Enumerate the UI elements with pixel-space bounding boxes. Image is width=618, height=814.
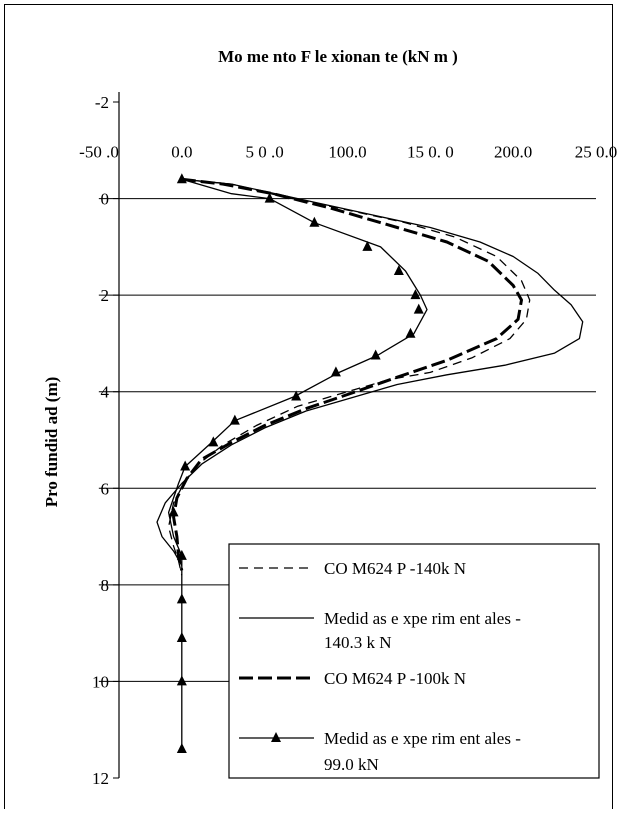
legend: CO M624 P -140k N Medid as e xpe rim ent … bbox=[228, 543, 600, 779]
y-axis-label: Pro fundid ad (m) bbox=[42, 377, 61, 508]
triangle-marker bbox=[264, 192, 275, 203]
x-tick-label: 25 0.0 bbox=[575, 143, 618, 162]
axes bbox=[113, 92, 120, 779]
series-group bbox=[156, 173, 584, 754]
triangle-marker bbox=[176, 593, 187, 604]
triangle-marker bbox=[393, 265, 404, 275]
x-tick-label: 15 0. 0 bbox=[407, 143, 454, 162]
triangle-marker bbox=[413, 303, 424, 314]
legend-marker bbox=[271, 732, 281, 742]
triangle-marker bbox=[176, 631, 187, 642]
legend-label-4: Medid as e xpe rim ent ales - bbox=[324, 729, 521, 748]
triangle-marker bbox=[176, 549, 187, 560]
chart-title: Mo me nto F le xionan te (kN m ) bbox=[218, 47, 458, 66]
y-tick-label: 8 bbox=[101, 576, 110, 595]
triangle-marker bbox=[405, 327, 416, 338]
triangle-marker bbox=[208, 436, 219, 447]
legend-label-4-line2: 99.0 kN bbox=[324, 755, 379, 774]
legend-label-1: CO M624 P -140k N bbox=[324, 559, 466, 578]
y-tick-label: 6 bbox=[101, 479, 110, 498]
chart-frame bbox=[4, 4, 613, 809]
x-tick-label: 0.0 bbox=[171, 143, 192, 162]
legend-label-3: CO M624 P -100k N bbox=[324, 669, 466, 688]
legend-label-2: Medid as e xpe rim ent ales - bbox=[324, 609, 521, 628]
y-tick-label: 0 bbox=[101, 190, 110, 209]
triangle-marker bbox=[410, 289, 421, 300]
legend-box bbox=[228, 543, 600, 779]
triangle-marker bbox=[330, 366, 341, 377]
triangle-marker bbox=[362, 240, 373, 251]
y-tick-label: 2 bbox=[101, 286, 110, 305]
x-tick-label: -50 .0 bbox=[79, 143, 119, 162]
triangle-marker bbox=[229, 414, 240, 425]
tick-labels: -50 .0 0.0 5 0 .0 100.0 15 0. 0 200.0 25 0.0 -2… bbox=[79, 93, 617, 788]
legend-label-2-line2: 140.3 k N bbox=[324, 633, 392, 652]
series-line-2 bbox=[156, 178, 584, 566]
x-tick-label: 100.0 bbox=[328, 143, 366, 162]
triangle-marker bbox=[180, 460, 191, 471]
triangle-marker bbox=[176, 173, 187, 184]
series-line-1 bbox=[167, 178, 531, 576]
x-tick-label: 5 0 .0 bbox=[246, 143, 284, 162]
triangle-marker bbox=[176, 743, 187, 754]
series-line-3 bbox=[172, 177, 523, 571]
triangle-marker bbox=[176, 675, 187, 686]
y-tick-label: -2 bbox=[95, 93, 109, 112]
y-tick-label: 4 bbox=[101, 383, 110, 402]
y-tick-label: 10 bbox=[92, 672, 109, 691]
y-tick-label: 12 bbox=[92, 769, 109, 788]
triangle-marker bbox=[168, 506, 179, 517]
triangle-marker bbox=[291, 390, 302, 401]
x-tick-label: 200.0 bbox=[494, 143, 532, 162]
triangle-marker bbox=[309, 216, 320, 227]
triangle-marker bbox=[370, 349, 381, 360]
